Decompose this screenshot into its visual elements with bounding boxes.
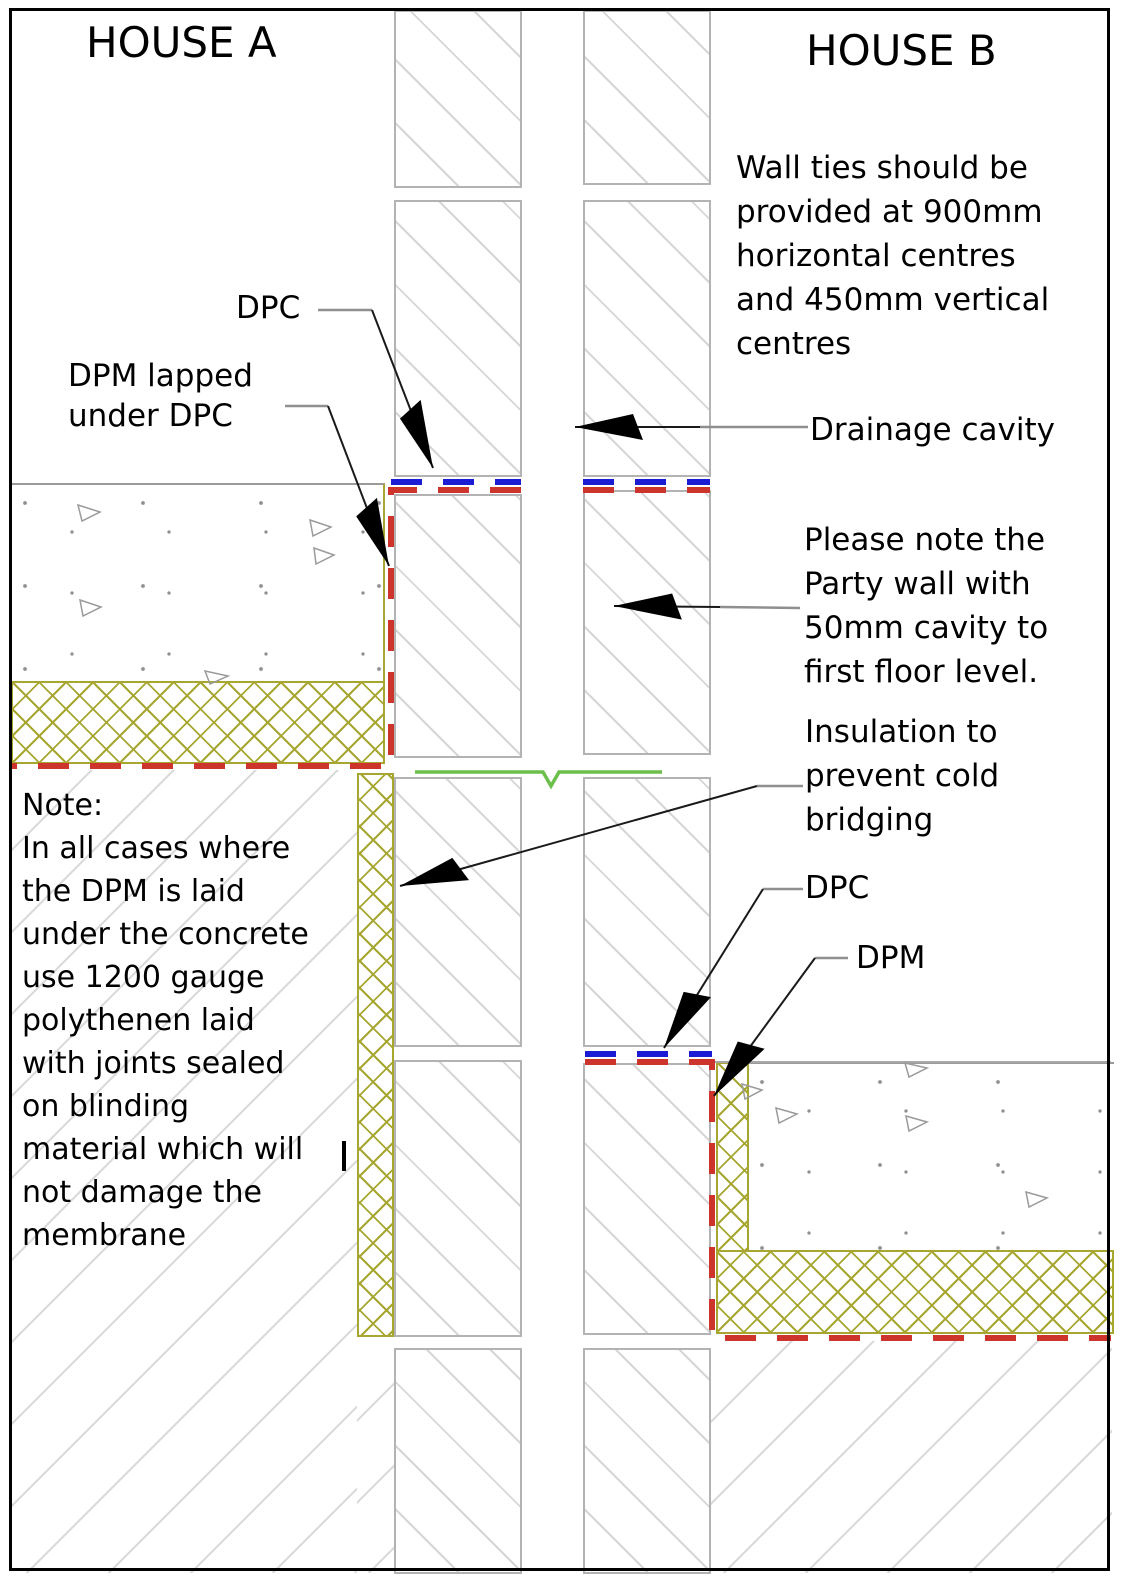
insulation-label: Insulation to prevent cold bridging [805, 714, 1000, 838]
dpm-lapped-label: DPM lapped under DPC [68, 358, 253, 434]
cavity-base-line [415, 770, 662, 790]
aggregate-triangle [1025, 1190, 1050, 1209]
dpc-lower-label: DPC [805, 870, 870, 906]
dpm-lower-leader-arrow [713, 957, 816, 1097]
dpc-upper-leader-arrow [371, 309, 434, 469]
wall-block-a5 [394, 1060, 522, 1337]
wall-block-a3 [394, 494, 522, 758]
floor-insulation-house-a [11, 681, 385, 764]
ground-hatch-house-b [711, 1341, 1112, 1573]
aggregate-triangle [76, 503, 102, 523]
dpm-line-house-b [585, 1059, 1111, 1341]
dpm-lapped-leader-arrow [327, 405, 390, 567]
concrete-slab-house-b [748, 1062, 1114, 1250]
party-wall-annotation: Please note the Party wall with 50mm cav… [804, 522, 1049, 690]
party-wall-leader-stub [719, 605, 801, 610]
note-annotation: Note: In all cases where the DPM is laid… [22, 788, 309, 1253]
wall-block-b1 [583, 10, 711, 185]
party-wall-leader-arrow [613, 593, 721, 620]
floor-insulation-house-b [716, 1250, 1114, 1334]
ground-hatch-house-a [11, 770, 357, 1573]
wall-block-a1 [394, 10, 522, 188]
cold-bridging-insulation-strip [357, 773, 394, 1337]
wall-block-b5 [583, 1063, 711, 1335]
aggregate-triangle [903, 1061, 930, 1079]
ground-hatch-house-a-under-strip [357, 1340, 394, 1573]
wall-ties-annotation: Wall ties should be provided at 900mm ho… [736, 150, 1050, 362]
house-b-title: HOUSE B [806, 26, 997, 75]
section-tick [342, 1141, 346, 1171]
wall-block-b6 [583, 1348, 711, 1574]
wall-block-a2 [394, 200, 522, 477]
insulation-leader-arrow [399, 785, 758, 887]
drawing-border [9, 8, 1110, 1571]
wall-block-a6 [394, 1348, 522, 1574]
aggregate-triangle [309, 518, 333, 538]
aggregate-triangle [79, 598, 103, 618]
house-a-title: HOUSE A [86, 18, 277, 67]
aggregate-triangle [905, 1114, 930, 1133]
aggregate-triangle [203, 669, 231, 686]
wall-block-a4 [394, 777, 522, 1047]
dpc-upper-label: DPC [236, 290, 301, 326]
aggregate-triangle [775, 1106, 800, 1125]
concrete-slab-house-a [11, 483, 385, 681]
dpm-lower-label: DPM [856, 940, 926, 976]
drainage-cavity-label: Drainage cavity [810, 412, 1055, 448]
dpc-lower-leader-arrow [663, 888, 764, 1049]
dpm-line-house-a [11, 487, 521, 769]
aggregate-triangle [313, 546, 336, 566]
